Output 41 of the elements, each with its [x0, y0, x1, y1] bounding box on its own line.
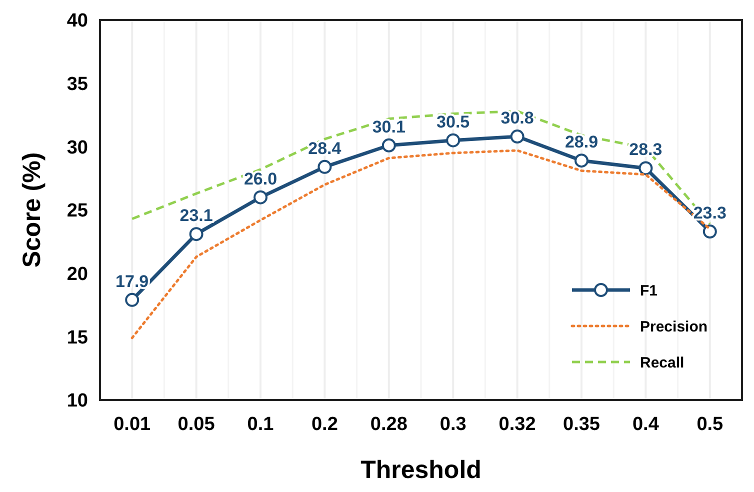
y-tick-label: 20	[66, 264, 88, 285]
y-tick-label: 15	[66, 327, 88, 348]
point	[125, 292, 140, 307]
point	[638, 161, 653, 176]
x-tick-label: 0.2	[311, 414, 338, 435]
point	[446, 133, 460, 148]
point	[382, 138, 396, 152]
data-label: 28.4	[308, 138, 342, 158]
data-label: 30.5	[436, 112, 470, 132]
x-tick-label: 0.3	[440, 414, 466, 435]
x-tick-label: 0.05	[178, 414, 216, 435]
data-label: 23.1	[180, 206, 213, 226]
point	[189, 227, 204, 242]
point	[510, 130, 524, 144]
y-tick-label: 40	[66, 10, 88, 32]
y-tick-label: 25	[66, 200, 88, 222]
point	[702, 224, 717, 239]
point	[318, 160, 332, 174]
data-label: 28.3	[629, 140, 662, 160]
x-tick-label: 0.35	[563, 414, 600, 435]
x-tick-label: 0.4	[632, 414, 660, 435]
point	[574, 154, 588, 168]
y-axis-title: Score (%)	[18, 152, 46, 268]
x-tick-label: 0.1	[247, 414, 274, 435]
data-label: 30.8	[500, 108, 534, 128]
legend-label: Recall	[640, 354, 684, 372]
data-label: 28.9	[564, 132, 598, 152]
legend-label: F1	[640, 282, 658, 300]
data-label: 30.1	[372, 117, 406, 136]
data-label: 23.3	[693, 204, 726, 223]
legend-label: Precision	[640, 318, 708, 336]
x-tick-label: 0.32	[498, 414, 536, 435]
x-tick-label: 0.01	[114, 414, 152, 435]
x-tick-label: 0.5	[696, 414, 724, 435]
y-tick-label: 35	[66, 74, 88, 95]
x-tick-label: 0.28	[370, 414, 408, 435]
y-tick-label: 10	[66, 390, 88, 412]
x-axis-title: Threshold	[360, 456, 482, 484]
data-label: 26.0	[244, 169, 278, 188]
y-tick-label: 30	[66, 137, 88, 158]
point	[254, 190, 268, 204]
